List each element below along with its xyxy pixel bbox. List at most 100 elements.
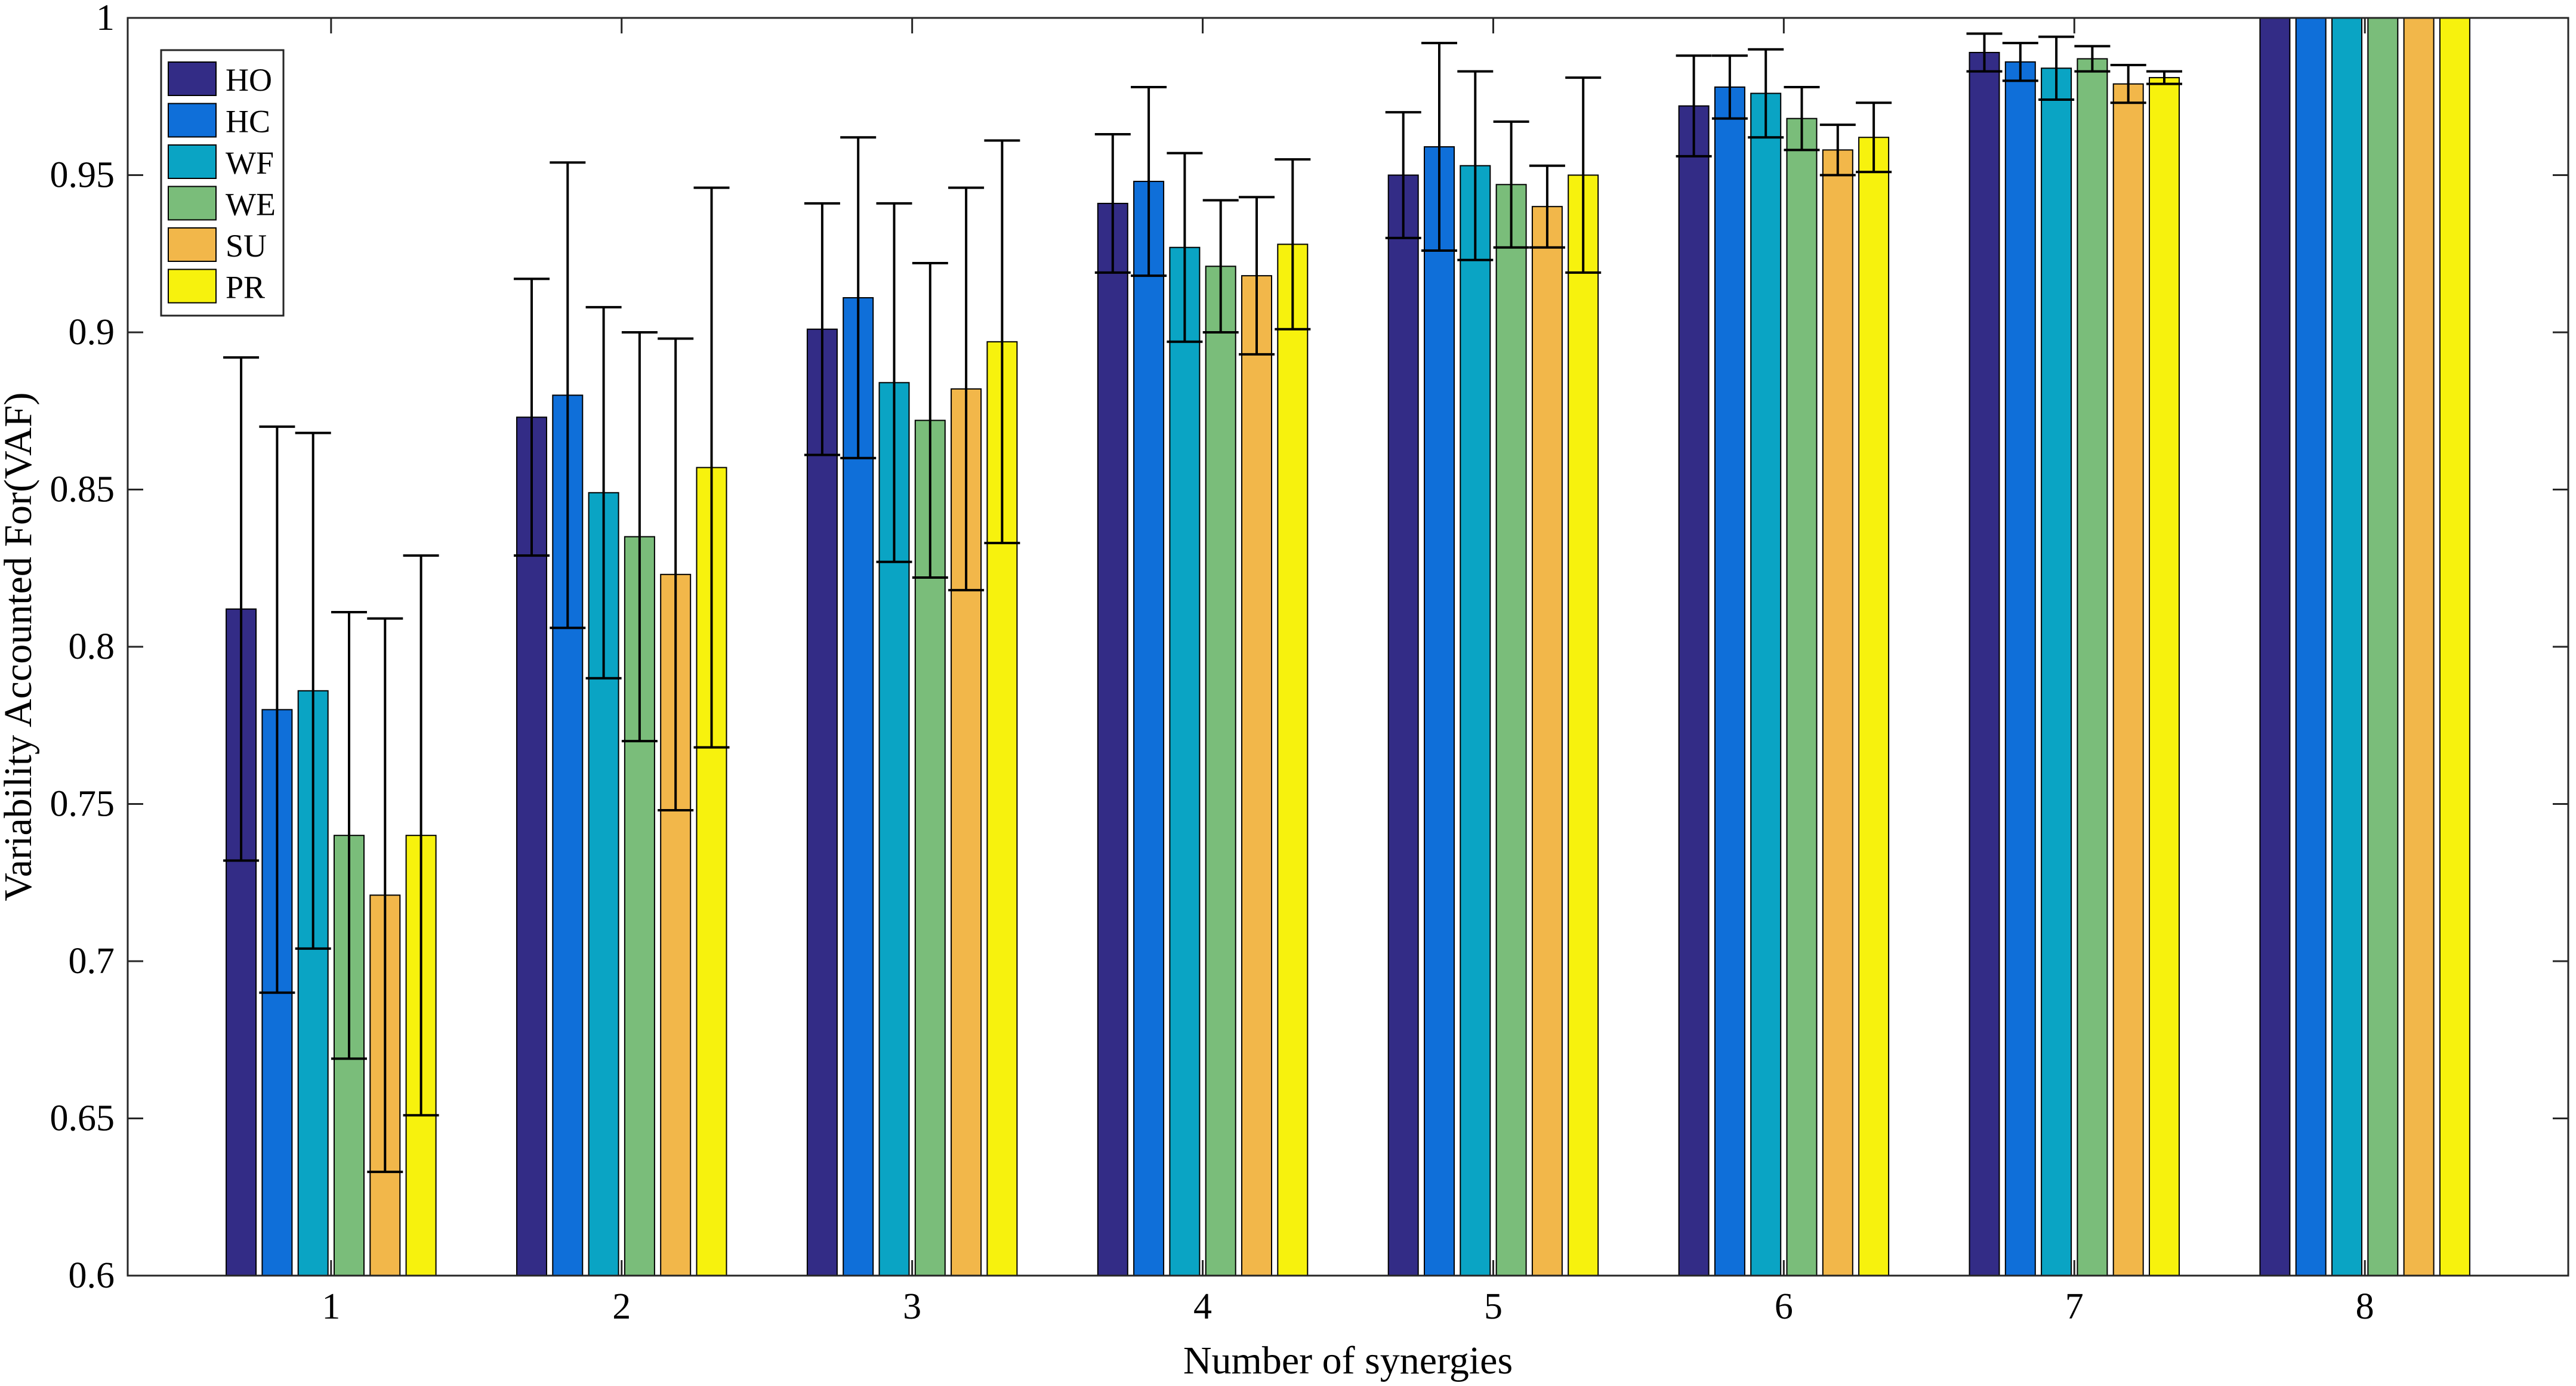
error-bar-pr-2 bbox=[693, 186, 730, 749]
error-bar-pr-5 bbox=[1565, 76, 1602, 274]
x-tick-label-6: 6 bbox=[1775, 1286, 1793, 1327]
error-bar-ho-7 bbox=[1966, 32, 2003, 73]
legend-label-wf: WF bbox=[226, 145, 274, 181]
x-tick-label-7: 7 bbox=[2065, 1286, 2084, 1327]
error-bar-hc-1 bbox=[259, 425, 295, 994]
bar-su-6 bbox=[1822, 149, 1853, 1277]
bar-pr-4 bbox=[1277, 243, 1309, 1277]
y-tick-label-6: 0.9 bbox=[69, 312, 115, 353]
error-bar-su-6 bbox=[1819, 124, 1856, 177]
error-bar-we-7 bbox=[2074, 45, 2111, 73]
y-tick-label-8: 1 bbox=[96, 0, 115, 38]
error-bar-ho-3 bbox=[804, 202, 840, 456]
error-bar-wf-3 bbox=[876, 202, 912, 563]
bar-ho-8 bbox=[2259, 17, 2291, 1276]
y-tick-label-2: 0.7 bbox=[69, 941, 115, 981]
error-bar-ho-6 bbox=[1676, 54, 1712, 158]
legend-swatch-hc bbox=[168, 103, 217, 138]
plot-area bbox=[128, 18, 2568, 1276]
legend-label-pr: PR bbox=[226, 270, 265, 305]
error-bar-we-1 bbox=[331, 611, 367, 1060]
bar-wf-8 bbox=[2331, 17, 2363, 1276]
error-bar-we-6 bbox=[1784, 85, 1820, 152]
y-tick-label-3: 0.75 bbox=[50, 784, 115, 825]
error-bar-su-3 bbox=[948, 186, 985, 592]
bar-wf-7 bbox=[2041, 67, 2072, 1277]
legend-label-ho: HO bbox=[226, 62, 272, 98]
legend-swatch-we bbox=[168, 186, 217, 221]
error-bar-su-1 bbox=[367, 617, 403, 1174]
bar-ho-4 bbox=[1097, 202, 1128, 1276]
error-bar-hc-3 bbox=[840, 136, 877, 459]
legend-label-su: SU bbox=[226, 228, 267, 264]
error-bar-we-4 bbox=[1202, 199, 1239, 334]
bar-hc-6 bbox=[1714, 86, 1745, 1277]
bar-su-3 bbox=[951, 388, 982, 1276]
x-tick-label-4: 4 bbox=[1193, 1286, 1212, 1327]
error-bars-layer bbox=[223, 32, 2183, 1174]
legend-swatch-pr bbox=[168, 268, 217, 304]
x-tick-label-2: 2 bbox=[612, 1286, 631, 1327]
error-bar-pr-1 bbox=[403, 554, 439, 1117]
error-bar-wf-1 bbox=[295, 431, 331, 950]
bar-pr-6 bbox=[1858, 137, 1890, 1276]
error-bar-pr-4 bbox=[1275, 158, 1311, 331]
error-bar-hc-4 bbox=[1131, 85, 1167, 277]
bar-pr-7 bbox=[2149, 77, 2180, 1276]
error-bar-we-5 bbox=[1493, 120, 1529, 249]
error-bar-ho-4 bbox=[1094, 132, 1131, 274]
bar-su-8 bbox=[2403, 17, 2435, 1276]
y-tick-label-1: 0.65 bbox=[50, 1098, 115, 1139]
error-bar-su-5 bbox=[1529, 164, 1565, 249]
error-bar-wf-7 bbox=[2038, 35, 2075, 101]
error-bar-pr-7 bbox=[2146, 70, 2183, 85]
error-bar-we-3 bbox=[912, 262, 948, 579]
bar-su-5 bbox=[1531, 206, 1563, 1277]
error-bar-wf-5 bbox=[1457, 70, 1494, 261]
bar-wf-4 bbox=[1169, 246, 1201, 1277]
x-tick-label-5: 5 bbox=[1484, 1286, 1503, 1327]
bar-we-7 bbox=[2077, 58, 2108, 1276]
x-tick-label-1: 1 bbox=[322, 1286, 340, 1327]
error-bar-pr-3 bbox=[984, 139, 1020, 545]
bar-ho-6 bbox=[1678, 105, 1710, 1276]
x-axis-label: Number of synergies bbox=[1183, 1339, 1513, 1382]
plot-frame bbox=[127, 17, 2569, 1277]
error-bar-wf-6 bbox=[1748, 48, 1784, 139]
bar-we-5 bbox=[1495, 184, 1527, 1276]
y-tick-label-5: 0.85 bbox=[50, 470, 115, 510]
bar-we-6 bbox=[1786, 118, 1818, 1276]
bar-ho-5 bbox=[1387, 174, 1419, 1276]
bar-wf-5 bbox=[1460, 165, 1491, 1277]
error-bar-hc-2 bbox=[550, 161, 586, 629]
legend: HO HC WF WE SU PR bbox=[160, 49, 285, 317]
bar-hc-8 bbox=[2295, 17, 2327, 1276]
error-bar-ho-1 bbox=[223, 356, 260, 862]
bar-hc-4 bbox=[1133, 181, 1165, 1276]
legend-swatch-ho bbox=[168, 61, 217, 96]
bar-hc-5 bbox=[1424, 146, 1455, 1277]
bar-su-4 bbox=[1241, 275, 1272, 1276]
error-bar-pr-6 bbox=[1856, 101, 1892, 174]
error-bar-su-2 bbox=[658, 337, 694, 812]
bar-su-7 bbox=[2112, 83, 2144, 1276]
y-tick-label-7: 0.95 bbox=[50, 155, 115, 196]
bar-ho-3 bbox=[806, 328, 838, 1276]
x-tick-label-3: 3 bbox=[903, 1286, 921, 1327]
legend-label-hc: HC bbox=[226, 104, 270, 140]
error-bar-su-7 bbox=[2110, 64, 2146, 104]
y-tick-label-0: 0.6 bbox=[69, 1255, 115, 1296]
legend-swatch-su bbox=[168, 227, 217, 262]
error-bar-ho-5 bbox=[1385, 111, 1421, 239]
bar-pr-5 bbox=[1568, 174, 1599, 1276]
bar-we-8 bbox=[2367, 17, 2399, 1276]
legend-swatch-wf bbox=[168, 144, 217, 179]
error-bar-hc-5 bbox=[1421, 42, 1458, 252]
bar-hc-7 bbox=[2004, 61, 2036, 1276]
error-bar-hc-6 bbox=[1711, 54, 1748, 120]
error-bar-ho-2 bbox=[513, 277, 550, 557]
y-axis-label: Variability Accounted For(VAF) bbox=[0, 392, 40, 901]
error-bar-wf-4 bbox=[1167, 152, 1203, 343]
error-bar-wf-2 bbox=[585, 305, 622, 680]
